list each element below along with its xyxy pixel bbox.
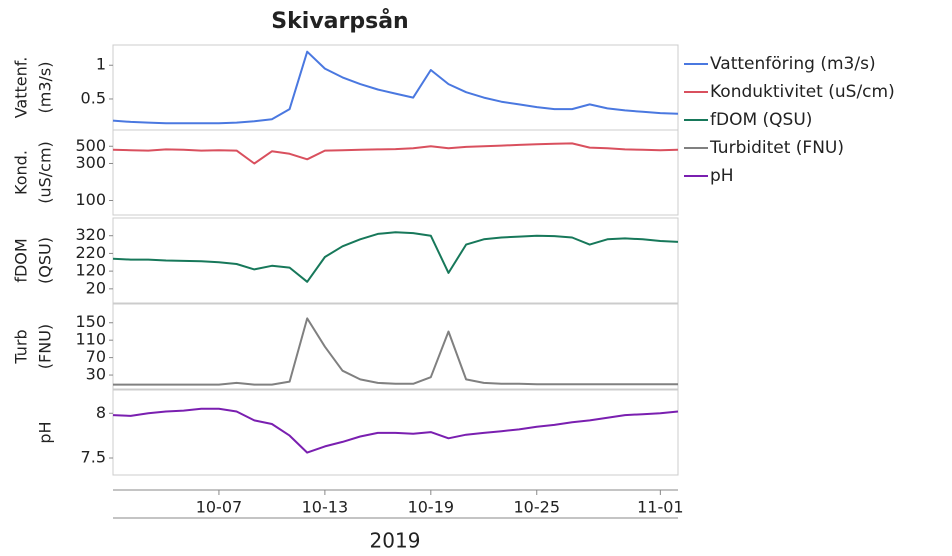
series-line (112, 142, 679, 165)
x-tick-label: 10-25 (514, 498, 561, 517)
series-line (112, 407, 679, 454)
panel-frame (112, 44, 679, 131)
y-tick-label: 150 (75, 312, 106, 331)
x-tick-label: 10-19 (408, 498, 455, 517)
y-tick-label: 1 (96, 55, 106, 74)
y-axis-label: (FNU) (36, 324, 55, 369)
x-tick-label: 10-13 (302, 498, 349, 517)
y-axis-label: Kond. (12, 150, 31, 195)
legend-label: Turbiditet (FNU) (709, 138, 844, 158)
y-tick-label: 320 (75, 225, 106, 244)
y-axis-label: pH (36, 421, 55, 443)
y-tick-label: 8 (96, 403, 106, 422)
panel-frame (112, 303, 679, 390)
legend-label: Konduktivitet (uS/cm) (710, 82, 895, 102)
series-line (112, 50, 679, 125)
y-tick-label: 20 (86, 278, 106, 297)
y-axis-label: (uS/cm) (36, 141, 55, 204)
y-tick-label: 30 (86, 365, 106, 384)
x-axis-label: 2019 (370, 529, 421, 553)
y-axis-label: (QSU) (36, 237, 55, 284)
chart-title: Skivarpsån (271, 8, 408, 34)
y-tick-label: 500 (75, 136, 106, 155)
y-axis-label: Turb (12, 329, 31, 364)
legend-label: pH (710, 166, 734, 186)
x-tick-label: 10-07 (196, 498, 243, 517)
legend-label: Vattenföring (m3/s) (710, 54, 876, 74)
panel-frame (112, 129, 679, 216)
y-axis-label: Vattenf. (12, 57, 31, 119)
y-tick-label: 70 (86, 347, 106, 366)
panel-frame (112, 217, 679, 304)
y-tick-label: 120 (75, 261, 106, 280)
series-line (113, 317, 678, 386)
y-axis-label: fDOM (12, 238, 31, 282)
y-tick-label: 300 (75, 153, 106, 172)
y-axis-label: (m3/s) (36, 62, 55, 114)
y-tick-label: 100 (75, 190, 106, 209)
y-tick-label: 220 (75, 243, 106, 262)
panel-frame (112, 389, 679, 476)
y-tick-label: 110 (75, 330, 106, 349)
y-tick-label: 7.5 (81, 448, 106, 467)
legend-label: fDOM (QSU) (710, 110, 812, 130)
y-tick-label: 0.5 (81, 88, 106, 107)
x-tick-label: 11-01 (637, 498, 684, 517)
series-line (112, 231, 679, 283)
